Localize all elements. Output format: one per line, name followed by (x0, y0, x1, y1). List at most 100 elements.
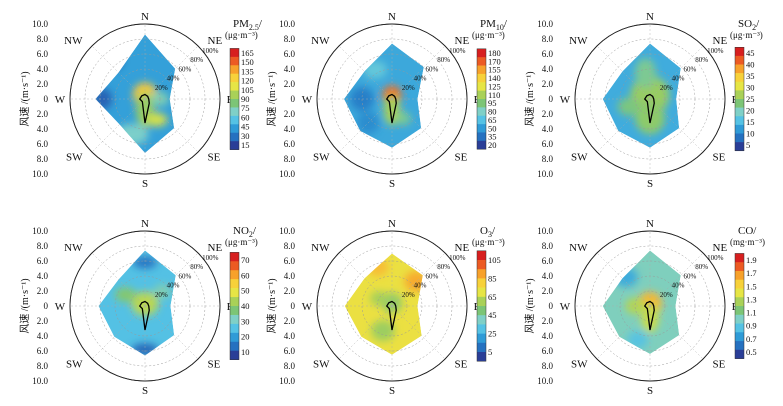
ring-label-100pct: 100% (707, 47, 724, 55)
colorbar-tick-label: 0.7 (746, 334, 757, 344)
colorbar-swatch (477, 90, 486, 100)
grid-spoke (144, 98, 199, 153)
colorbar-swatch (230, 73, 239, 83)
colorbar-swatch (230, 306, 239, 316)
polar-border (574, 23, 726, 175)
polar-border (316, 230, 468, 382)
wind-rose-polygon (138, 93, 150, 124)
colorbar-swatch (735, 306, 744, 316)
y-tick-label: 6.0 (542, 49, 554, 59)
colorbar-tick-label: 20 (488, 140, 497, 150)
colorbar-swatch (735, 297, 744, 307)
ring-label-20pct: 20% (660, 291, 673, 299)
direction-label-w: W (55, 94, 66, 106)
colorbar-tick-label: 30 (746, 83, 755, 93)
direction-label-ne: NE (713, 242, 728, 254)
grid-spoke (391, 252, 446, 307)
direction-label-s: S (647, 178, 653, 190)
y-tick-label: 10.0 (537, 226, 553, 236)
colorbar-swatch (230, 65, 239, 74)
grid-spoke (391, 98, 446, 153)
colorbar-swatch (230, 261, 239, 271)
colorbar-swatch (477, 278, 486, 288)
direction-label-w: W (302, 301, 313, 313)
grid-ring-1 (376, 290, 408, 322)
colorbar-tick-label: 60 (241, 112, 250, 122)
y-tick-label: 10.0 (279, 376, 295, 386)
grid-ring-1 (129, 290, 161, 322)
colorbar-swatch (735, 253, 744, 263)
ring-label-60pct: 60% (683, 272, 696, 280)
y-tick-label: 8.0 (284, 34, 296, 44)
contour-blob-1 (115, 287, 137, 303)
direction-label-nw: NW (311, 35, 330, 47)
colorbar-tick-label: 105 (488, 255, 501, 265)
colorbar-swatch (230, 270, 239, 280)
y-tick-label: 4.0 (37, 124, 49, 134)
panel-pm10: 20%40%60%80%100%NNEESESSWWNW10.08.06.04.… (266, 11, 508, 190)
ring-label-60pct: 60% (425, 65, 438, 73)
direction-label-se: SE (713, 152, 726, 164)
grid-ring-1 (634, 83, 666, 115)
colorbar-tick-label: 35 (488, 132, 497, 142)
direction-label-s: S (142, 385, 148, 397)
y-tick-label: 4.0 (542, 124, 554, 134)
colorbar-frame (476, 48, 487, 150)
y-tick-label: 2.0 (542, 79, 554, 89)
y-axis-label: 风速 /(m·s⁻¹) (19, 278, 31, 333)
y-tick-label: 2.0 (37, 109, 49, 119)
ring-label-60pct: 60% (178, 65, 191, 73)
y-tick-label: 4.0 (284, 64, 296, 74)
ring-label-40pct: 40% (167, 75, 180, 83)
colorbar-swatch (477, 57, 486, 66)
colorbar-swatch (230, 48, 239, 58)
y-tick-label: 6.0 (542, 139, 554, 149)
y-tick-label: 10.0 (537, 19, 553, 29)
panel-o3: 20%40%60%80%100%NNEESESSWWNW10.08.06.04.… (266, 218, 505, 397)
colorbar-tick-label: 20 (746, 106, 755, 116)
pollutant-title: SO2/ (738, 18, 760, 32)
y-tick-label: 8.0 (542, 34, 554, 44)
colorbar-tick-label: 170 (488, 56, 501, 66)
y-tick-label: 2.0 (542, 286, 554, 296)
y-axis-label: 风速 /(m·s⁻¹) (266, 71, 278, 126)
colorbar-swatch (477, 65, 486, 75)
colorbar-tick-label: 75 (241, 103, 250, 113)
y-tick-label: 4.0 (542, 64, 554, 74)
direction-label-ne: NE (455, 35, 470, 47)
colorbar-frame (229, 48, 240, 150)
y-tick-label: 2.0 (284, 316, 296, 326)
ring-label-80pct: 80% (190, 263, 203, 271)
grid-ring-1 (376, 83, 408, 115)
direction-label-n: N (646, 218, 654, 230)
colorbar-tick-label: 20 (241, 332, 250, 342)
y-tick-label: 10.0 (32, 226, 48, 236)
ring-label-100pct: 100% (202, 254, 219, 262)
grid-ring-1 (129, 83, 161, 115)
colorbar-tick-label: 5 (488, 347, 492, 357)
ring-label-60pct: 60% (425, 272, 438, 280)
colorbar-swatch (477, 306, 486, 316)
colorbar-tick-label: 140 (488, 73, 501, 83)
ring-label-40pct: 40% (167, 282, 180, 290)
colorbar-tick-label: 15 (746, 117, 755, 127)
colorbar-tick-label: 15 (241, 140, 250, 150)
direction-label-ne: NE (713, 35, 728, 47)
direction-label-sw: SW (571, 359, 588, 371)
panel-co: 20%40%60%80%100%NNEESESSWWNW10.08.06.04.… (524, 218, 765, 397)
colorbar-tick-label: 65 (488, 292, 497, 302)
y-tick-label: 6.0 (542, 346, 554, 356)
grid-spoke (338, 45, 393, 100)
y-tick-label: 10.0 (32, 376, 48, 386)
wind-rose-polygon (385, 300, 397, 331)
panel-no2: 20%40%60%80%100%NNEESESSWWNW10.08.06.04.… (19, 218, 258, 397)
y-tick-label: 8.0 (542, 241, 554, 251)
direction-label-n: N (388, 218, 396, 230)
colorbar-tick-label: 1.7 (746, 268, 757, 278)
direction-label-ne: NE (208, 242, 223, 254)
ring-label-100pct: 100% (449, 47, 466, 55)
colorbar-swatch (477, 124, 486, 133)
direction-label-s: S (142, 178, 148, 190)
colorbar-swatch (477, 269, 486, 279)
